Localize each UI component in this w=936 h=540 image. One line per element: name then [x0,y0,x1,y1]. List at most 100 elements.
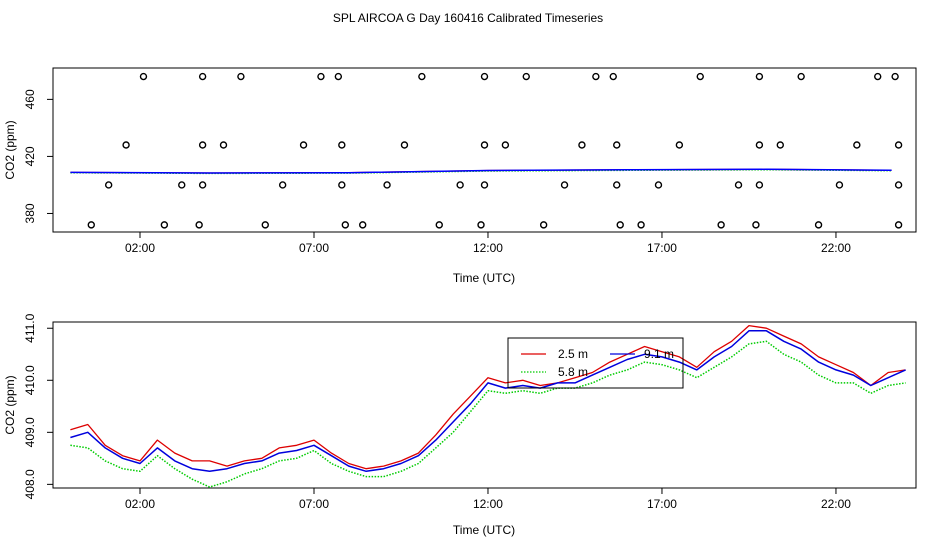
scatter-point-53 [835,181,844,189]
x-axis-bottom: 02:00 07:00 12:00 17:00 22:00 [125,488,851,511]
legend-label-2-5m: 2.5 m [558,347,588,361]
x-axis-label-top: Time (UTC) [453,271,515,285]
scatter-point-18 [338,181,346,189]
scatter-point-16 [334,72,343,81]
panel-top: 02:00 07:00 12:00 17:00 22:00 380 420 460 Time… [3,67,917,285]
x-tick-label-bottom-0: 02:00 [125,497,155,511]
scatter-point-3 [139,72,148,81]
y-axis-bottom: 408.0 409.0 410.0 411.0 [23,313,53,499]
scatter-point-49 [755,72,764,81]
panel-bottom: 02:00 07:00 12:00 17:00 22:00 408.0 409.0 410.… [3,313,917,537]
scatter-point-28 [480,141,489,149]
plot-frame-bottom [52,321,917,489]
legend: 2.5 m 5.8 m 9.1 m [507,337,684,389]
scatter-point-19 [341,221,350,229]
scatter-point-52 [814,221,823,229]
scatter-point-22 [400,141,409,149]
scatter-point-12 [261,221,269,229]
page-title: SPL AIRCOA G Day 160416 Calibrated Times… [333,11,603,25]
scatter-point-13 [278,181,287,189]
scatter-point-1 [104,181,113,189]
scatter-point-6 [195,221,203,229]
x-tick-label-top-2: 12:00 [473,241,503,255]
x-tick-label-bottom-1: 07:00 [299,497,329,511]
x-axis-label-bottom: Time (UTC) [453,523,515,537]
scatter-point-24 [435,221,443,229]
scatter-point-26 [477,221,485,229]
scatter-point-46 [752,221,760,229]
scatter-point-59 [894,221,903,229]
y-tick-label-top-2: 460 [23,89,37,109]
scatter-point-29 [480,72,489,81]
legend-label-5-8m: 5.8 m [558,365,588,379]
scatter-point-21 [383,181,391,189]
x-tick-label-top-1: 07:00 [299,241,329,255]
x-tick-label-top-0: 02:00 [125,241,155,255]
scatter-point-9 [198,72,207,81]
scatter-point-20 [359,221,367,229]
y-tick-label-top-0: 380 [23,203,37,223]
scatter-point-54 [853,141,861,149]
series-line-bottom-2 [70,330,906,473]
scatter-point-58 [894,181,903,189]
scatter-point-41 [654,181,663,189]
scatter-point-14 [299,141,308,149]
scatter-point-55 [874,72,882,81]
scatter-point-4 [160,221,169,229]
x-tick-label-top-3: 17:00 [647,241,677,255]
scatter-point-40 [637,221,645,229]
scatter-point-27 [480,181,489,189]
y-axis-label-top: CO2 (ppm) [3,120,17,179]
x-tick-label-bottom-3: 17:00 [647,497,677,511]
series-line-top-2 [70,168,892,174]
scatter-point-15 [317,72,325,81]
y-tick-label-top-1: 420 [23,146,37,166]
x-tick-label-bottom-4: 22:00 [821,497,851,511]
scatter-point-0 [87,221,95,229]
series-lines-bottom [70,324,906,488]
scatter-point-44 [717,221,725,229]
scatter-point-37 [613,141,621,149]
scatter-point-45 [734,181,743,189]
legend-box [507,337,684,389]
points-top [87,72,903,229]
scatter-point-17 [338,141,346,149]
y-tick-label-bottom-2: 410.0 [23,365,37,395]
scatter-point-2 [122,141,130,149]
series-lines-top [70,168,892,175]
scatter-point-35 [592,72,600,81]
plot-frame-top [52,67,917,233]
scatter-point-43 [696,72,704,81]
x-tick-label-bottom-2: 12:00 [473,497,503,511]
x-axis-top: 02:00 07:00 12:00 17:00 22:00 [125,232,851,255]
scatter-point-25 [456,181,464,189]
scatter-point-7 [198,181,207,189]
y-tick-label-bottom-3: 411.0 [23,313,37,342]
scatter-point-42 [675,141,684,149]
scatter-point-8 [198,141,207,149]
y-axis-label-bottom: CO2 (ppm) [3,375,17,434]
y-axis-top: 380 420 460 [23,89,53,223]
x-tick-label-top-4: 22:00 [821,241,851,255]
scatter-point-23 [418,72,426,81]
scatter-point-50 [776,141,784,149]
scatter-point-10 [219,141,228,149]
scatter-point-51 [797,72,805,81]
scatter-point-38 [613,181,621,189]
scatter-point-36 [609,72,617,81]
scatter-point-32 [539,221,548,229]
scatter-point-57 [894,141,903,149]
scatter-point-34 [578,141,586,149]
scatter-point-48 [755,141,764,149]
scatter-point-5 [178,181,186,189]
series-line-bottom-1 [70,340,906,488]
scatter-point-31 [522,72,530,81]
y-tick-label-bottom-1: 409.0 [23,417,37,447]
scatter-point-30 [501,141,510,149]
scatter-point-56 [891,72,899,81]
scatter-point-33 [560,181,569,189]
scatter-point-11 [237,72,245,81]
series-line-bottom-0 [70,324,906,470]
scatter-point-47 [755,181,764,189]
